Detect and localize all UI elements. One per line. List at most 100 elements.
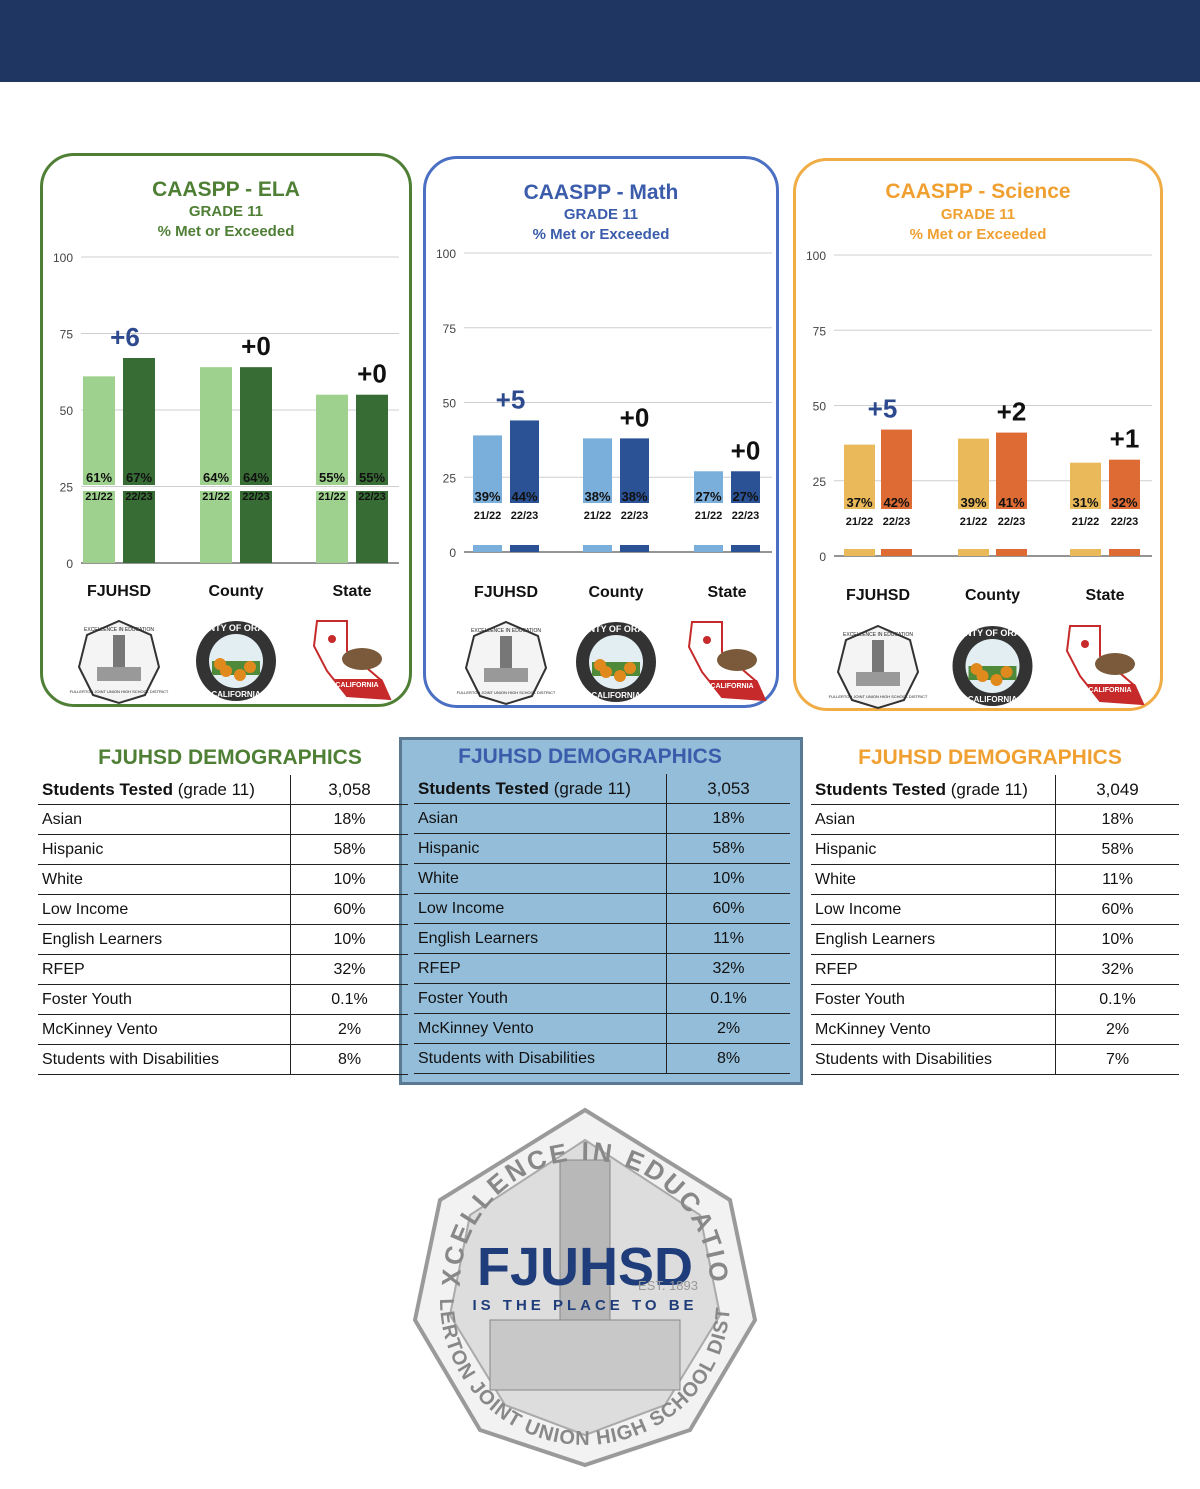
row-value: 60% — [666, 893, 790, 924]
bar-22-23-upper — [620, 438, 649, 503]
table-row: McKinney Vento 2% — [414, 1013, 790, 1044]
bar-value-label: 64% — [203, 470, 229, 485]
row-label: Foster Youth — [811, 984, 1056, 1015]
bar-21-22-upper — [1070, 462, 1101, 509]
bar-22-23-base — [356, 491, 388, 563]
bar-value-label: 38% — [584, 489, 610, 504]
row-value: 0.1% — [666, 983, 790, 1014]
row-value: 11% — [666, 923, 790, 954]
row-label: Asian — [811, 804, 1056, 835]
students-tested-value: 3,058 — [290, 775, 408, 805]
chart-title: CAASPP - Science — [885, 180, 1071, 203]
row-value: 32% — [290, 954, 408, 985]
series-year-label: 22/23 — [511, 510, 539, 522]
row-label: White — [414, 863, 667, 894]
table-row: English Learners 11% — [414, 923, 790, 954]
bar-value-label: 55% — [319, 470, 345, 485]
bar-value-label: 55% — [359, 470, 385, 485]
table-row: Students with Disabilities 7% — [811, 1044, 1179, 1075]
bar-22-23-upper — [881, 429, 912, 509]
math-chart-card: CAASPP - Math GRADE 11 % Met or Exceeded… — [423, 156, 779, 708]
table-row: Asian 18% — [38, 804, 408, 835]
series-year-label: 22/23 — [621, 510, 649, 522]
y-tick-label: 50 — [443, 397, 457, 411]
demographics-table: Students Tested (grade 11) 3,049 Asian 18% H… — [811, 775, 1179, 1075]
y-tick-label: 25 — [60, 481, 74, 495]
bar-21-22-base — [583, 545, 612, 552]
students-tested-value: 3,049 — [1055, 775, 1179, 805]
demographics-title: FJUHSD DEMOGRAPHICS — [98, 746, 362, 769]
delta-label: +2 — [997, 397, 1027, 427]
row-label: Low Income — [38, 894, 291, 925]
chart-ylabel: % Met or Exceeded — [157, 223, 295, 240]
fjuhsd-seal-icon: EXCELLENCE IN EDUCATION FULLERTON JOINT U… — [457, 620, 556, 706]
bar-value-label: 39% — [474, 489, 500, 504]
row-label: Foster Youth — [38, 984, 291, 1015]
bar-value-label: 44% — [511, 489, 537, 504]
chart-subtitle: GRADE 11 — [940, 206, 1016, 223]
logo-name: FJUHSD — [477, 1237, 693, 1297]
series-year-label: 22/23 — [358, 491, 386, 503]
students-tested-label: Students Tested (grade 11) — [38, 775, 291, 805]
table-row: RFEP 32% — [414, 953, 790, 984]
row-value: 7% — [1055, 1044, 1179, 1075]
row-label: English Learners — [811, 924, 1056, 955]
bar-22-23-base — [731, 545, 760, 552]
bar-21-22-base — [1070, 549, 1101, 556]
row-value: 2% — [1055, 1014, 1179, 1045]
bar-21-22-base — [958, 549, 989, 556]
bar-22-23-base — [240, 491, 272, 563]
table-row: Foster Youth 0.1% — [38, 984, 408, 1015]
delta-label: +6 — [110, 322, 140, 352]
row-label: Students with Disabilities — [38, 1044, 291, 1075]
bar-value-label: 39% — [960, 495, 986, 510]
table-header-row: Students Tested (grade 11) 3,058 — [38, 775, 408, 805]
table-row: Students with Disabilities 8% — [414, 1043, 790, 1074]
y-tick-label: 75 — [813, 324, 827, 338]
row-label: Students with Disabilities — [811, 1044, 1056, 1075]
row-value: 18% — [666, 803, 790, 834]
svg-text:COUNTY OF ORANGE: COUNTY OF ORANGE — [945, 628, 1040, 638]
table-row: Low Income 60% — [414, 893, 790, 924]
delta-label: +1 — [1110, 424, 1140, 454]
delta-label: +5 — [868, 394, 898, 424]
svg-text:CALIFORNIA: CALIFORNIA — [968, 695, 1018, 704]
bar-21-22-base — [83, 491, 115, 563]
bar-value-label: 38% — [621, 489, 647, 504]
bar-21-22-base — [694, 545, 723, 552]
bar-21-22-upper — [316, 394, 348, 485]
table-row: Low Income 60% — [38, 894, 408, 925]
state-seal-icon: CALIFORNIA — [1065, 625, 1145, 706]
science-chart-card: CAASPP - Science GRADE 11 % Met or Excee… — [793, 158, 1163, 711]
row-value: 32% — [666, 953, 790, 984]
bar-22-23-upper — [731, 471, 760, 503]
bar-22-23-upper — [996, 432, 1027, 509]
science-chart-svg: 100 75 50 25 0 37% 21/22 42% 22/23 +5 FJUHSD EXCELL… — [806, 249, 1152, 710]
row-value: 2% — [666, 1013, 790, 1044]
row-value: 18% — [290, 804, 408, 835]
series-year-label: 21/22 — [318, 491, 346, 503]
row-value: 11% — [1055, 864, 1179, 895]
chart-subtitle: GRADE 11 — [563, 206, 639, 223]
bar-21-22-upper — [958, 438, 989, 509]
svg-text:CALIFORNIA: CALIFORNIA — [335, 682, 378, 689]
row-label: English Learners — [38, 924, 291, 955]
y-tick-label: 75 — [443, 322, 457, 336]
bar-21-22-upper — [694, 471, 723, 503]
row-value: 10% — [290, 864, 408, 895]
row-value: 58% — [290, 834, 408, 865]
bar-21-22-base — [316, 491, 348, 563]
series-year-label: 21/22 — [584, 510, 612, 522]
series-year-label: 21/22 — [1072, 516, 1100, 528]
students-tested-value: 3,053 — [666, 774, 790, 804]
svg-text:COUNTY OF ORANGE: COUNTY OF ORANGE — [189, 623, 284, 633]
demographics-table: Students Tested (grade 11) 3,058 Asian 18% H… — [38, 775, 408, 1075]
bar-22-23-upper — [1109, 459, 1140, 509]
series-year-label: 21/22 — [960, 516, 988, 528]
row-value: 0.1% — [290, 984, 408, 1015]
table-row: Students with Disabilities 8% — [38, 1044, 408, 1075]
row-label: Hispanic — [811, 834, 1056, 865]
bar-value-label: 27% — [695, 489, 721, 504]
students-tested-label: Students Tested (grade 11) — [414, 774, 667, 804]
table-row: English Learners 10% — [38, 924, 408, 955]
